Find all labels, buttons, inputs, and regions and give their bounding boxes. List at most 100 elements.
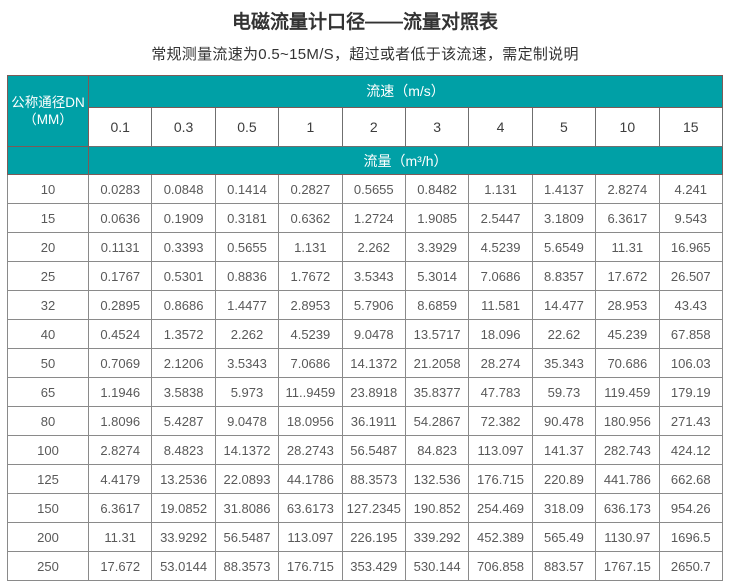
flow-value-cell: 44.1786: [278, 464, 343, 494]
flow-value-cell: 179.19: [658, 377, 724, 407]
flow-value-cell: 353.429: [341, 551, 406, 581]
flow-value-cell: 33.9292: [151, 522, 216, 552]
flow-value-cell: 70.686: [595, 348, 660, 378]
flow-value-cell: 0.3393: [151, 232, 216, 262]
table-row: 40 0.4524 1.3572 2.262 4.5239 9.0478 13.5717 18…: [7, 319, 724, 349]
dn-value-cell: 20: [7, 232, 89, 262]
flow-value-cell: 43.43: [658, 290, 724, 320]
flow-value-cell: 63.6173: [278, 493, 343, 523]
flow-rate-table: 公称通径DN （MM） 流速（m/s） 0.1 0.3 0.5 1 2 3 4 5 10 15 流…: [7, 75, 724, 581]
flow-value-cell: 0.1131: [87, 232, 153, 262]
table-row: 32 0.2895 0.8686 1.4477 2.8953 5.7906 8.6859 11…: [7, 290, 724, 320]
flow-value-cell: 0.8686: [151, 290, 216, 320]
flow-value-cell: 176.715: [468, 464, 533, 494]
flow-value-cell: 1.131: [468, 174, 533, 204]
dn-value-cell: 65: [7, 377, 89, 407]
flow-value-cell: 0.0848: [151, 174, 216, 204]
flow-value-cell: 220.89: [531, 464, 597, 494]
flow-value-cell: 7.0686: [468, 261, 533, 291]
velocity-value-cell: 0.3: [151, 106, 216, 148]
velocity-value-cell: 1: [278, 106, 343, 148]
flow-value-cell: 0.5301: [151, 261, 216, 291]
flow-value-cell: 2.262: [214, 319, 280, 349]
velocity-value-cell: 0.5: [214, 106, 280, 148]
flow-value-cell: 1.4137: [531, 174, 597, 204]
dn-value-cell: 25: [7, 261, 89, 291]
page-subtitle: 常规测量流速为0.5~15M/S，超过或者低于该流速，需定制说明: [151, 46, 579, 63]
table-row: 10 0.0283 0.0848 0.1414 0.2827 0.5655 0.8482 1.…: [7, 174, 724, 204]
flow-value-cell: 8.4823: [151, 435, 216, 465]
flow-value-cell: 2.1206: [151, 348, 216, 378]
flow-value-cell: 1.7672: [278, 261, 343, 291]
dn-value-cell: 32: [7, 290, 89, 320]
velocity-value-cell: 15: [658, 106, 724, 148]
corner-header-line2: （MM）: [23, 112, 73, 127]
flow-value-cell: 3.5343: [214, 348, 280, 378]
flow-value-cell: 22.0893: [214, 464, 280, 494]
flow-value-cell: 11.31: [595, 232, 660, 262]
velocity-value-cell: 10: [595, 106, 660, 148]
dn-value-cell: 40: [7, 319, 89, 349]
velocity-value-cell: 3: [404, 106, 470, 148]
dn-value-cell: 15: [7, 203, 89, 233]
flow-value-cell: 706.858: [468, 551, 533, 581]
flow-value-cell: 54.2867: [404, 406, 470, 436]
flow-value-cell: 0.8836: [214, 261, 280, 291]
flow-value-cell: 88.3573: [214, 551, 280, 581]
flow-value-cell: 0.1909: [151, 203, 216, 233]
flow-value-cell: 11..9459: [278, 377, 343, 407]
flow-value-cell: 106.03: [658, 348, 724, 378]
flow-value-cell: 0.0636: [87, 203, 153, 233]
flow-value-cell: 28.953: [595, 290, 660, 320]
flow-value-cell: 0.1767: [87, 261, 153, 291]
flow-value-cell: 2.8953: [278, 290, 343, 320]
flow-value-cell: 636.173: [595, 493, 660, 523]
flow-value-cell: 8.6859: [404, 290, 470, 320]
dn-value-cell: 10: [7, 174, 89, 204]
flow-value-cell: 5.6549: [531, 232, 597, 262]
velocity-values-row: 0.1 0.3 0.5 1 2 3 4 5 10 15: [8, 106, 724, 148]
flow-value-cell: 883.57: [531, 551, 597, 581]
flow-value-cell: 339.292: [404, 522, 470, 552]
dn-value-cell: 100: [7, 435, 89, 465]
flow-value-cell: 662.68: [658, 464, 724, 494]
table-row: 200 11.31 33.9292 56.5487 113.097 226.195 339.…: [7, 522, 724, 552]
flow-value-cell: 6.3617: [87, 493, 153, 523]
flow-value-cell: 119.459: [595, 377, 660, 407]
flow-value-cell: 14.477: [531, 290, 597, 320]
flow-value-cell: 452.389: [468, 522, 533, 552]
flow-value-cell: 1.2724: [341, 203, 406, 233]
flow-value-cell: 127.2345: [341, 493, 406, 523]
flow-value-cell: 565.49: [531, 522, 597, 552]
flow-value-cell: 530.144: [404, 551, 470, 581]
flow-value-cell: 11.581: [468, 290, 533, 320]
flow-value-cell: 954.26: [658, 493, 724, 523]
flow-value-cell: 53.0144: [151, 551, 216, 581]
flow-value-cell: 84.823: [404, 435, 470, 465]
flow-value-cell: 2.8274: [87, 435, 153, 465]
dn-value-cell: 80: [7, 406, 89, 436]
flow-value-cell: 113.097: [468, 435, 533, 465]
flow-value-cell: 17.672: [595, 261, 660, 291]
flow-value-cell: 7.0686: [278, 348, 343, 378]
table-row: 150 6.3617 19.0852 31.8086 63.6173 127.2345 19…: [7, 493, 724, 523]
flow-value-cell: 14.1372: [341, 348, 406, 378]
flow-table-body: 公称通径DN （MM） 流速（m/s） 0.1 0.3 0.5 1 2 3 4 5 10 15 流…: [7, 75, 724, 581]
flow-value-cell: 1.9085: [404, 203, 470, 233]
flow-value-cell: 45.239: [595, 319, 660, 349]
dn-value-cell: 250: [7, 551, 89, 581]
flow-value-cell: 2.5447: [468, 203, 533, 233]
flow-header-cell: 流量（m³/h）: [88, 146, 723, 175]
flow-value-cell: 1767.15: [595, 551, 660, 581]
flow-value-cell: 28.274: [468, 348, 533, 378]
flow-value-cell: 226.195: [341, 522, 406, 552]
flow-value-cell: 90.478: [531, 406, 597, 436]
flow-value-cell: 1.131: [278, 232, 343, 262]
flow-value-cell: 176.715: [278, 551, 343, 581]
flow-value-cell: 4.4179: [87, 464, 153, 494]
velocity-value-cell: 0.1: [87, 106, 153, 148]
flow-value-cell: 22.62: [531, 319, 597, 349]
flow-value-cell: 72.382: [468, 406, 533, 436]
flow-value-cell: 5.3014: [404, 261, 470, 291]
flow-value-cell: 31.8086: [214, 493, 280, 523]
